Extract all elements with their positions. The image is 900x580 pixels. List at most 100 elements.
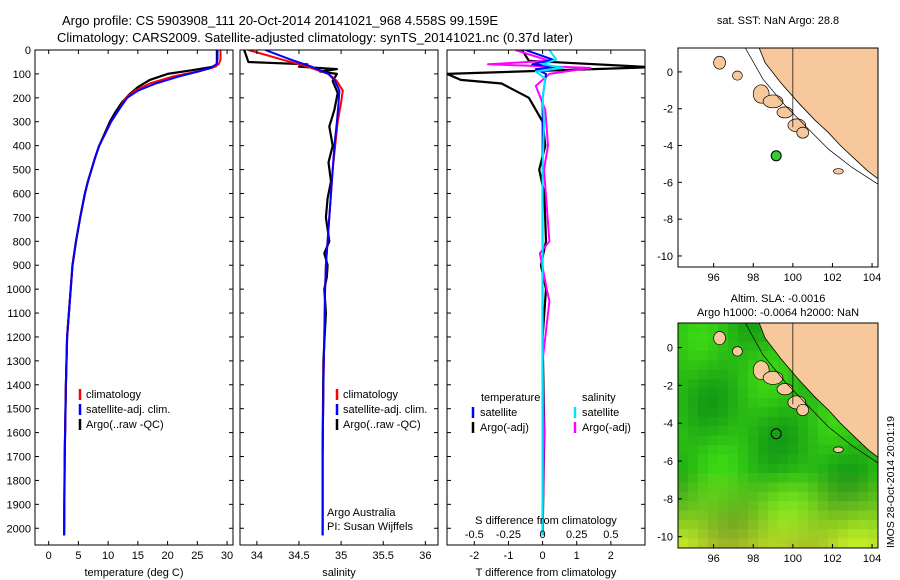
salinity-series bbox=[243, 50, 344, 536]
sla-cell bbox=[748, 519, 759, 530]
sla-cell bbox=[798, 463, 809, 474]
sla-cell bbox=[738, 501, 749, 512]
sla-cell bbox=[778, 491, 789, 502]
temperature-xtick-label: 0 bbox=[46, 550, 52, 562]
sla-cell bbox=[698, 351, 709, 362]
depth-tick-label: 1700 bbox=[7, 452, 31, 464]
sla-cell bbox=[698, 510, 709, 521]
sla-cell bbox=[688, 444, 699, 455]
sla-cell bbox=[738, 444, 749, 455]
sla-cell bbox=[758, 538, 769, 548]
depth-tick-label: 0 bbox=[25, 45, 31, 57]
sla-cell bbox=[708, 519, 719, 530]
sla-cell bbox=[788, 482, 799, 493]
sla-cell bbox=[718, 379, 729, 390]
sst_map-sumatra-land bbox=[758, 48, 878, 180]
sla-cell bbox=[858, 482, 869, 493]
sla-cell bbox=[728, 416, 739, 427]
sla-cell bbox=[738, 482, 749, 493]
difference-xtick-label: 1 bbox=[574, 550, 580, 562]
sla-cell bbox=[778, 369, 789, 380]
sla-cell bbox=[708, 388, 719, 399]
sla-cell bbox=[738, 360, 749, 371]
sla_map-ytick-label: -8 bbox=[663, 494, 673, 506]
sla-cell bbox=[708, 360, 719, 371]
sla-cell bbox=[738, 454, 749, 465]
panel-difference: -2 -1 0 1 2 T difference from climatology temp… bbox=[446, 49, 646, 579]
sla-cell bbox=[778, 426, 789, 437]
sla-cell bbox=[868, 482, 878, 493]
sla-cell bbox=[788, 416, 799, 427]
sst-map-title: sat. SST: NaN Argo: 28.8 bbox=[717, 15, 839, 27]
sla-cell bbox=[838, 501, 849, 512]
sla-cell bbox=[708, 426, 719, 437]
sla_map-xtick-label: 96 bbox=[708, 553, 720, 565]
sla-cell bbox=[768, 538, 779, 548]
sla-cell bbox=[678, 454, 689, 465]
sla-cell bbox=[758, 332, 769, 343]
sla-cell bbox=[708, 379, 719, 390]
sla-cell bbox=[688, 379, 699, 390]
difference-frame bbox=[446, 49, 646, 546]
sla-cell bbox=[728, 519, 739, 530]
sst_map-xtick-label: 104 bbox=[863, 272, 881, 284]
sla-cell bbox=[758, 510, 769, 521]
sla-cell bbox=[828, 463, 839, 474]
sla-cell bbox=[798, 519, 809, 530]
sla-cell bbox=[708, 529, 719, 540]
sla-cell bbox=[798, 510, 809, 521]
sla-cell bbox=[858, 454, 869, 465]
sla-cell bbox=[688, 501, 699, 512]
sla-cell bbox=[688, 323, 699, 333]
difference-xtick-label: -1 bbox=[504, 550, 514, 562]
sla-cell bbox=[678, 369, 689, 380]
temperature-series bbox=[63, 50, 222, 536]
sla-cell bbox=[768, 501, 779, 512]
sal-diff-tick-label: -0.25 bbox=[496, 529, 521, 541]
sla-cell bbox=[718, 435, 729, 446]
salinity-legend-label: Argo(..raw -QC) bbox=[343, 419, 421, 431]
sla-cell bbox=[748, 444, 759, 455]
sla-cell bbox=[768, 519, 779, 530]
sla-cell bbox=[698, 529, 709, 540]
sla-cell bbox=[768, 398, 779, 408]
sla-cell bbox=[788, 538, 799, 548]
depth-tick-label: 1800 bbox=[7, 475, 31, 487]
sla-cell bbox=[828, 416, 839, 427]
sla-cell bbox=[748, 454, 759, 465]
sst_map-xtick-label: 98 bbox=[747, 272, 759, 284]
sla_map-frame bbox=[677, 322, 879, 549]
sla-cell bbox=[748, 463, 759, 474]
sla-cell bbox=[698, 454, 709, 465]
sla-cell bbox=[758, 351, 769, 362]
sla-cell bbox=[678, 501, 689, 512]
sla-cell bbox=[748, 529, 759, 540]
sst_map-body bbox=[713, 48, 878, 185]
sla-cell bbox=[788, 426, 799, 437]
sla-cell bbox=[828, 482, 839, 493]
depth-tick-label: 900 bbox=[13, 260, 31, 272]
salinity-xtick-label: 35.5 bbox=[373, 550, 394, 562]
sla-cell bbox=[808, 529, 819, 540]
sla-cell bbox=[778, 482, 789, 493]
sla-cell bbox=[808, 416, 819, 427]
sst_map-ytick-label: -6 bbox=[663, 177, 673, 189]
sla-cell bbox=[778, 519, 789, 530]
sla-cell bbox=[718, 416, 729, 427]
depth-tick-label: 500 bbox=[13, 165, 31, 177]
salinity-legend-label: satellite-adj. clim. bbox=[343, 404, 427, 416]
sla-cell bbox=[868, 491, 878, 502]
sla-cell bbox=[838, 538, 849, 548]
sla-cell bbox=[818, 473, 829, 483]
sla-cell bbox=[678, 435, 689, 446]
sla-cell bbox=[698, 369, 709, 380]
sst_map-xtick-label: 102 bbox=[823, 272, 841, 284]
sla-cell bbox=[718, 463, 729, 474]
sla-cell bbox=[808, 473, 819, 483]
sla-cell bbox=[698, 388, 709, 399]
sla-cell bbox=[828, 519, 839, 530]
sla-cell bbox=[708, 351, 719, 362]
sla-cell bbox=[728, 491, 739, 502]
sla-cell bbox=[738, 369, 749, 380]
sla-cell bbox=[718, 510, 729, 521]
